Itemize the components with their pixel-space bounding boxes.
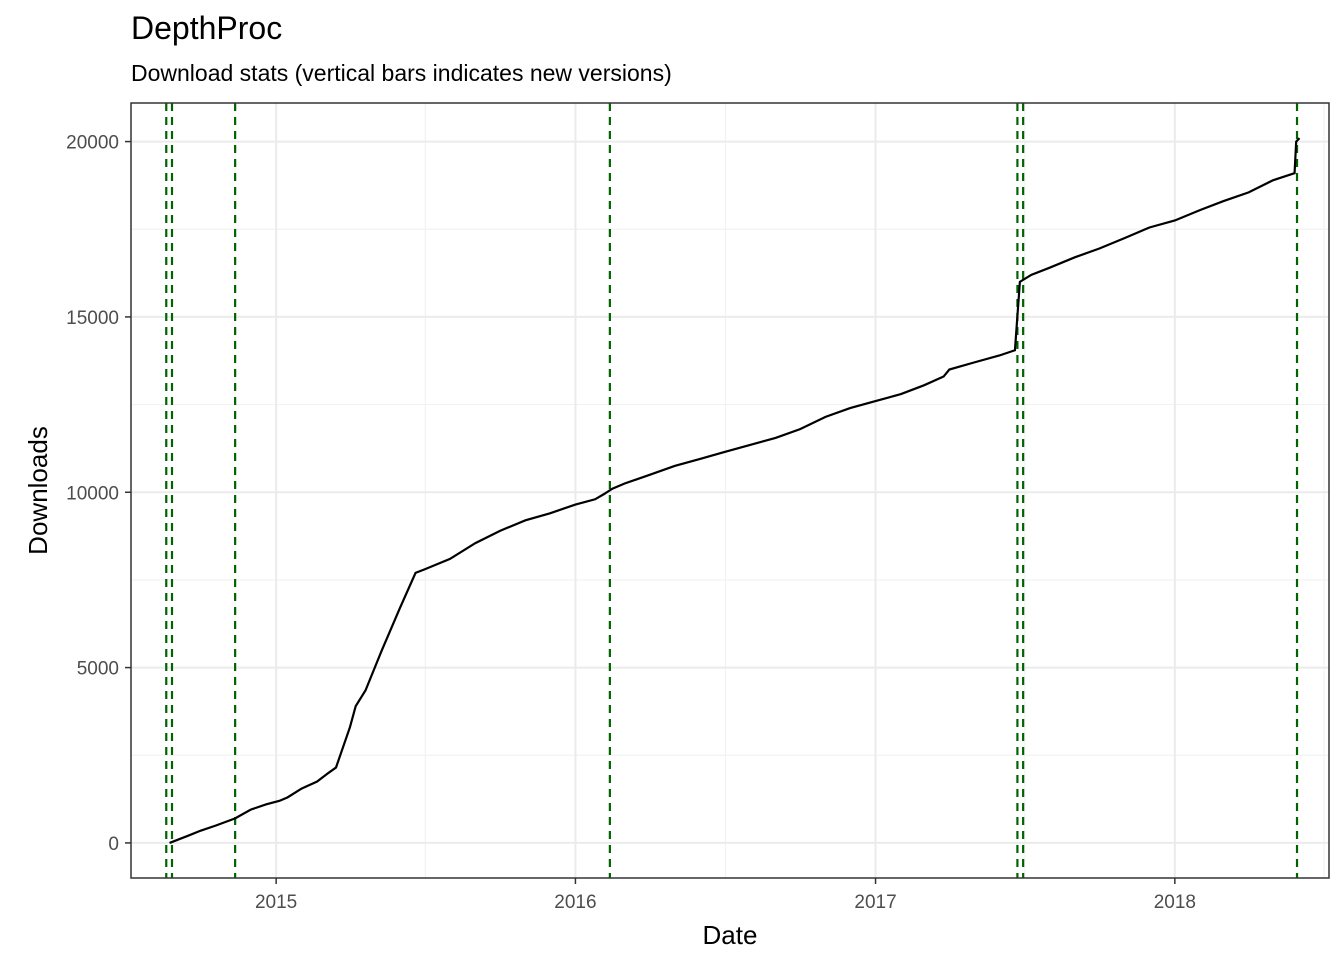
x-tick-label: 2015	[255, 892, 297, 913]
x-tick-label: 2017	[854, 892, 896, 913]
y-tick-label: 15000	[66, 308, 119, 329]
x-tick-label: 2018	[1154, 892, 1196, 913]
y-tick-label: 10000	[66, 483, 119, 504]
y-tick-label: 20000	[66, 133, 119, 154]
y-axis: 0 5000 10000 15000 20000	[66, 133, 131, 855]
y-tick-label: 5000	[77, 659, 119, 680]
y-axis-title: Downloads	[23, 426, 53, 555]
y-tick-label: 0	[108, 834, 119, 855]
x-axis: 2015 2016 2017 2018	[255, 878, 1196, 913]
x-tick-label: 2016	[554, 892, 596, 913]
panel-border	[130, 102, 1330, 879]
major-gridlines	[131, 103, 1329, 878]
minor-gridlines	[131, 103, 1329, 878]
chart-title: DepthProc	[131, 10, 283, 46]
downloads-line	[169, 137, 1301, 844]
version-lines	[165, 103, 1299, 878]
x-axis-title: Date	[703, 920, 758, 950]
chart-subtitle: Download stats (vertical bars indicates …	[131, 60, 672, 86]
